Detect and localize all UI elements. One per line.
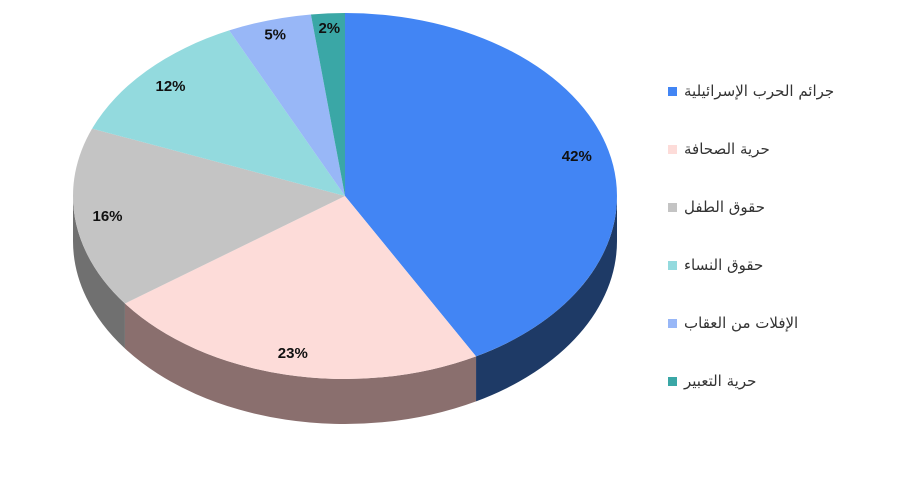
pie-side-0 [476, 196, 617, 402]
legend-label: جرائم الحرب الإسرائيلية [684, 82, 835, 100]
pie-side-2 [73, 196, 125, 349]
legend-swatch [668, 318, 677, 328]
pie-side-1 [124, 303, 477, 424]
pie-slices [73, 12, 617, 379]
legend-item-0[interactable]: جرائم الحرب الإسرائيلية [668, 62, 893, 120]
legend-label: حقوق الطفل [684, 198, 766, 216]
legend-item-2[interactable]: حقوق الطفل [668, 178, 893, 236]
pie-label-5: 2% [318, 20, 340, 37]
legend-swatch [668, 376, 677, 386]
legend-swatch [668, 260, 677, 270]
pie-label-3: 12% [155, 78, 185, 95]
legend-swatch [668, 202, 677, 212]
legend-item-3[interactable]: حقوق النساء [668, 236, 893, 294]
legend-item-1[interactable]: حرية الصحافة [668, 120, 893, 178]
chart-legend: جرائم الحرب الإسرائيلية حرية الصحافة حقوق … [668, 62, 893, 410]
pie-data-labels: 42% 23% 16% 12% 5% 2% [92, 20, 591, 362]
legend-item-4[interactable]: الإفلات من العقاب [668, 294, 893, 352]
pie-slice-4[interactable] [229, 14, 345, 196]
legend-label: حقوق النساء [684, 256, 764, 274]
pie-label-0: 42% [562, 148, 592, 165]
pie-label-4: 5% [264, 26, 286, 43]
pie-label-1: 23% [278, 345, 308, 362]
pie-slice-5[interactable] [310, 12, 345, 196]
pie-slice-0[interactable] [345, 13, 617, 357]
pie-3d-sides [73, 196, 617, 424]
pie-label-2: 16% [92, 208, 122, 225]
legend-label: حرية الصحافة [684, 140, 770, 158]
legend-swatch [668, 86, 677, 96]
pie-slice-1[interactable] [124, 196, 477, 379]
pie-slice-2[interactable] [73, 128, 345, 304]
pie-slice-3[interactable] [92, 30, 345, 197]
legend-item-5[interactable]: حرية التعبير [668, 352, 893, 410]
legend-label: الإفلات من العقاب [684, 314, 799, 332]
legend-label: حرية التعبير [684, 372, 757, 390]
legend-swatch [668, 144, 677, 154]
